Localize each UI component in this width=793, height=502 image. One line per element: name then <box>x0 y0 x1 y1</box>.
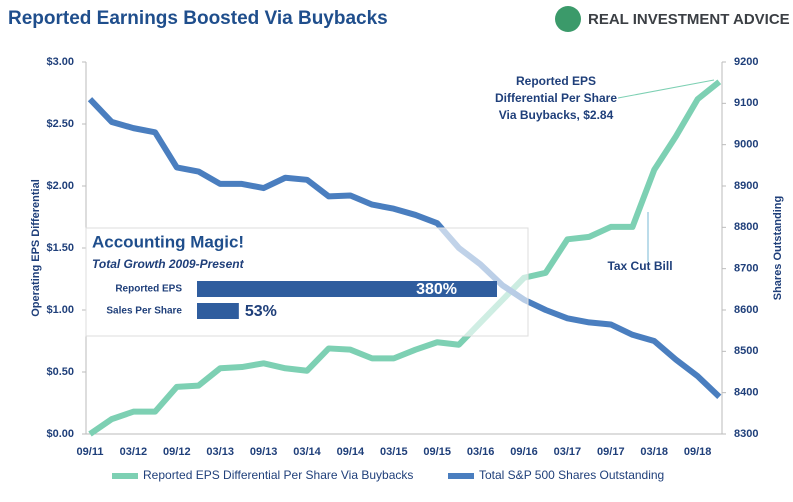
inset-category: Sales Per Share <box>106 306 182 317</box>
y2-tick-label: 9100 <box>734 97 758 109</box>
x-tick-label: 09/16 <box>510 446 538 458</box>
inset-subtitle: Total Growth 2009-Present <box>92 257 245 271</box>
logo-icon <box>555 6 581 32</box>
y2-axis-label: Shares Outstanding <box>772 196 784 301</box>
x-tick-label: 03/14 <box>293 446 321 458</box>
annotation: Tax Cut Bill <box>607 259 672 273</box>
y-tick-label: $2.50 <box>46 118 74 130</box>
inset-bar <box>197 303 239 319</box>
y2-tick-label: 8700 <box>734 263 758 275</box>
x-tick-label: 09/15 <box>423 446 451 458</box>
y-tick-label: $0.00 <box>46 428 74 440</box>
chart-title: Reported Earnings Boosted Via Buybacks <box>8 8 388 29</box>
x-tick-label: 03/12 <box>120 446 148 458</box>
line-series <box>88 79 722 437</box>
x-tick-label: 03/15 <box>380 446 408 458</box>
annotation: Differential Per Share <box>495 91 617 105</box>
y-axis-label: Operating EPS Differential <box>30 179 42 317</box>
legend-label: Total S&P 500 Shares Outstanding <box>479 468 664 482</box>
legend-label: Reported EPS Differential Per Share Via … <box>143 468 413 482</box>
x-tick-label: 09/12 <box>163 446 191 458</box>
y2-tick-label: 8800 <box>734 221 758 233</box>
inset-value-label: 53% <box>245 303 277 320</box>
x-tick-label: 03/16 <box>467 446 495 458</box>
y2-tick-label: 8400 <box>734 387 758 399</box>
line-series <box>87 97 722 399</box>
y2-tick-label: 8600 <box>734 304 758 316</box>
annotation-arrow <box>617 79 715 99</box>
y2-tick-label: 9200 <box>734 56 758 68</box>
y-tick-label: $1.50 <box>46 242 74 254</box>
x-tick-label: 09/18 <box>684 446 712 458</box>
x-tick-label: 09/13 <box>250 446 278 458</box>
y2-tick-label: 8300 <box>734 428 758 440</box>
x-tick-label: 03/18 <box>640 446 668 458</box>
y-tick-label: $1.00 <box>46 304 74 316</box>
y-tick-label: $3.00 <box>46 56 74 68</box>
inset-category: Reported EPS <box>115 284 182 295</box>
annotation: Via Buybacks, $2.84 <box>499 108 614 122</box>
y2-tick-label: 8900 <box>734 180 758 192</box>
annotation: Reported EPS <box>516 74 596 88</box>
y-tick-label: $2.00 <box>46 180 74 192</box>
y2-tick-label: 8500 <box>734 345 758 357</box>
y2-tick-label: 9000 <box>734 139 758 151</box>
y-tick-label: $0.50 <box>46 366 74 378</box>
inset-title: Accounting Magic! <box>92 232 244 251</box>
inset-bar <box>197 281 497 297</box>
inset-value-label: 380% <box>416 281 457 298</box>
x-tick-label: 09/14 <box>337 446 365 458</box>
x-tick-label: 09/11 <box>77 446 104 458</box>
x-tick-label: 03/17 <box>554 446 582 458</box>
x-tick-label: 03/13 <box>206 446 234 458</box>
x-tick-label: 09/17 <box>597 446 625 458</box>
logo: REAL INVESTMENT ADVICE <box>588 11 790 28</box>
